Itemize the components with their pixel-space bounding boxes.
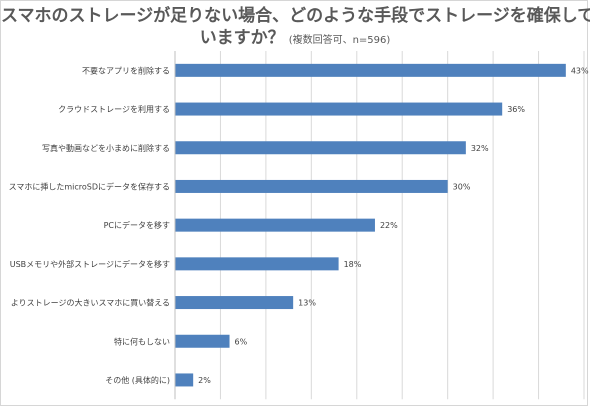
category-label: 写真や動画などを小まめに削除する [42,143,170,153]
bar [175,63,566,77]
category-label: PCにデータを移す [104,220,170,230]
bar [175,257,339,271]
category-label: 不要なアプリを削除する [82,65,170,75]
bar [175,218,375,232]
bar [175,141,466,155]
category-label: よりストレージの大きいスマホに買い替える [11,298,170,308]
data-label: 30% [453,182,471,191]
category-label: スマホに挿したmicroSDにデータを保存する [9,181,170,191]
bar [175,296,294,310]
category-label: クラウドストレージを利用する [58,104,170,114]
chart-title-line-2: いますか？ (複数回答可、n=596) [1,27,589,52]
data-label: 36% [507,105,525,114]
data-label: 43% [571,66,589,75]
data-label: 13% [298,299,316,308]
bar [175,373,194,387]
chart-title-line-1: スマホのストレージが足りない場合、どのような手段でストレージを確保して [1,6,590,26]
data-label: 32% [471,144,489,153]
category-label: その他 (具体的に) [105,375,170,385]
chart-title: スマホのストレージが足りない場合、どのような手段でストレージを確保して いますか… [1,5,590,52]
data-label: 2% [198,376,211,385]
category-label: USBメモリや外部ストレージにデータを移す [10,259,170,269]
bar [175,102,503,116]
data-label: 6% [235,337,248,346]
bar [175,179,448,193]
bar [175,334,230,348]
category-label: 特に何もしない [114,336,170,346]
chart-subtitle: (複数回答可、n=596) [288,35,391,46]
data-label: 22% [380,221,398,230]
data-label: 18% [344,260,362,269]
chart-title-line-2-text: いますか？ [199,28,285,48]
